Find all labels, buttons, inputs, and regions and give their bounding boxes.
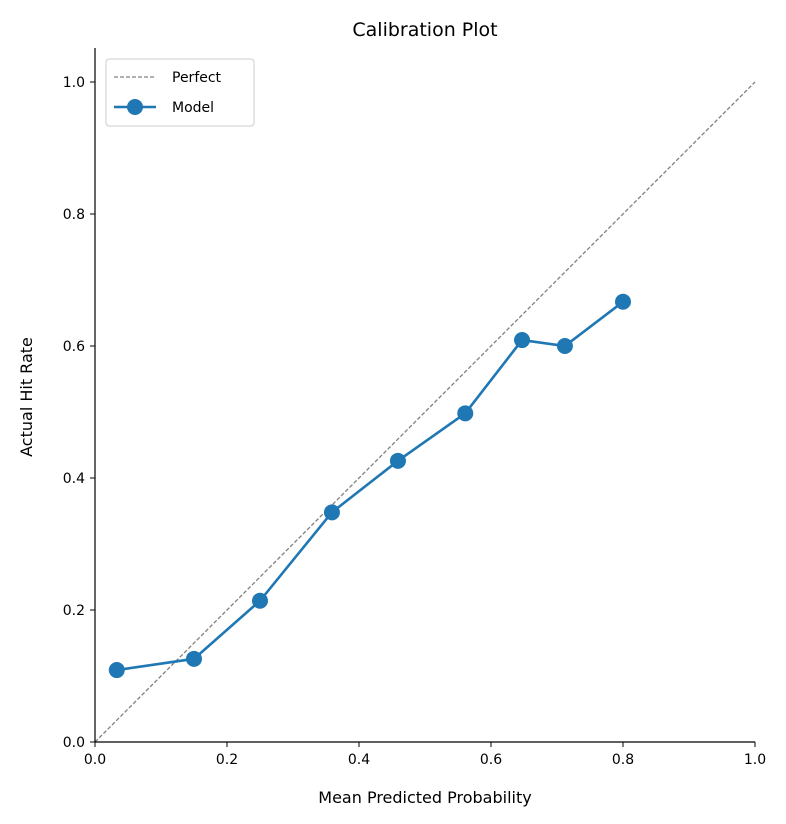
x-tick-label: 0.8 (612, 752, 634, 768)
x-axis-label: Mean Predicted Probability (318, 788, 531, 807)
legend-box (105, 58, 255, 127)
x-tick-label: 0.0 (84, 752, 106, 768)
model-point (186, 650, 202, 667)
y-tick-label: 0.4 (63, 471, 85, 487)
legend-perfect-label: Perfect (172, 70, 222, 86)
y-tick-label: 0.2 (63, 603, 85, 619)
x-tick-label: 1.0 (744, 752, 766, 768)
chart-title: Calibration Plot (352, 19, 497, 41)
perfect-calibration-line (94, 81, 756, 743)
model-point (457, 405, 474, 422)
x-ticks: 0.0 0.2 0.4 0.6 0.8 1.0 (84, 742, 766, 768)
model-point (556, 338, 573, 354)
legend-model-marker (127, 99, 143, 115)
y-ticks: 0.0 0.2 0.4 0.6 0.8 1.0 (63, 75, 95, 751)
y-axis-label: Actual Hit Rate (17, 337, 36, 457)
model-point (252, 592, 268, 609)
y-tick-label: 1.0 (63, 75, 85, 91)
plot-area (94, 81, 756, 743)
model-point (615, 293, 631, 310)
legend-model-label: Model (172, 100, 214, 116)
y-tick-label: 0.6 (63, 339, 85, 355)
model-point (514, 332, 531, 349)
y-tick-label: 0.8 (63, 207, 85, 223)
y-tick-label: 0.0 (63, 735, 85, 751)
model-point (323, 504, 340, 521)
x-tick-label: 0.2 (216, 752, 238, 768)
model-point (108, 662, 125, 679)
x-tick-label: 0.6 (480, 752, 502, 768)
legend: Perfect Model (105, 58, 255, 127)
model-point (389, 452, 406, 469)
x-tick-label: 0.4 (348, 752, 370, 768)
model-line (116, 300, 624, 672)
